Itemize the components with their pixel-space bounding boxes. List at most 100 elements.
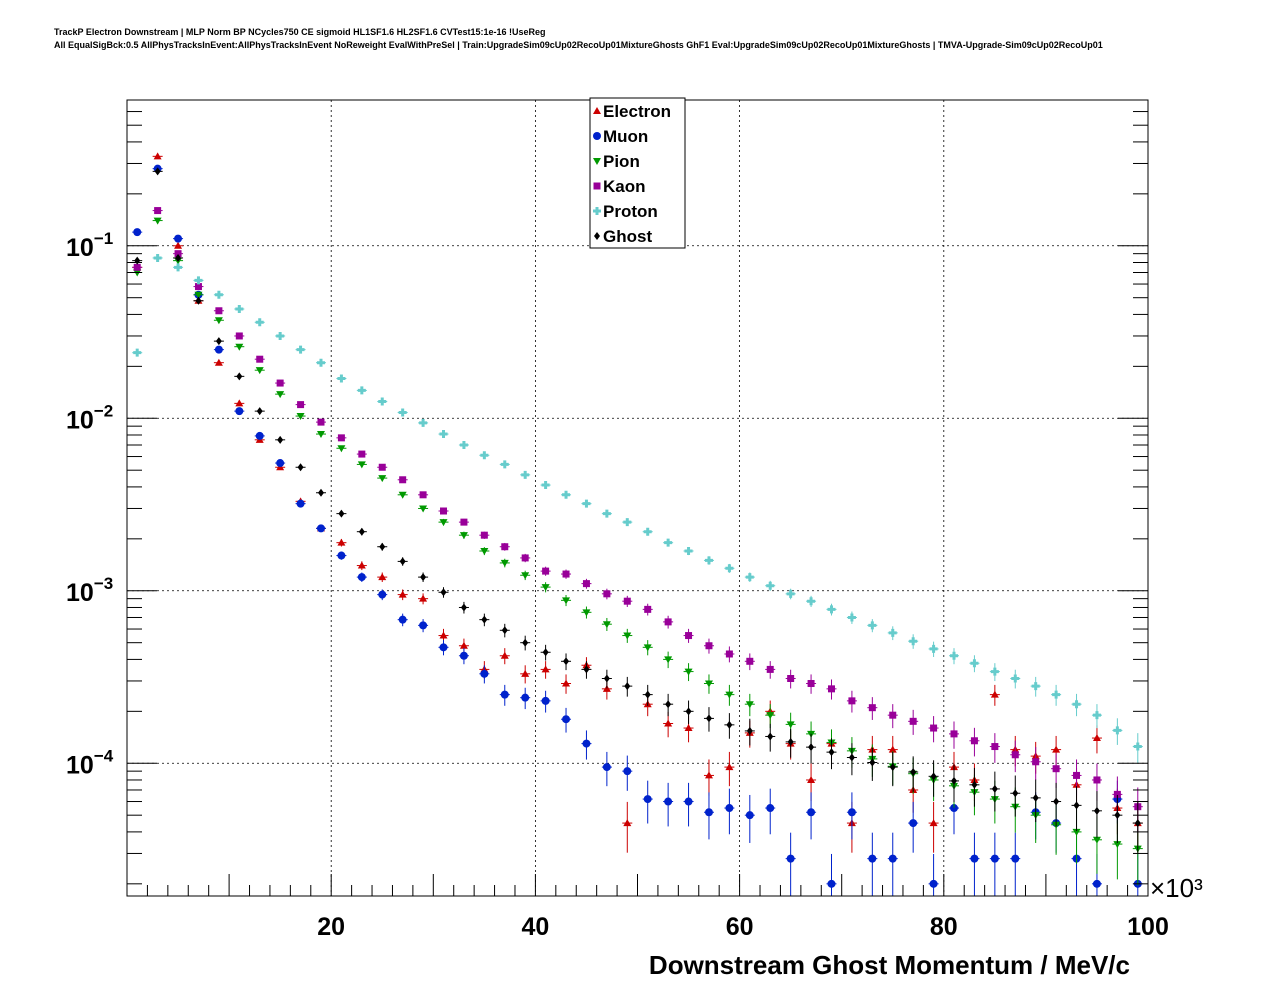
- data-point-ghost: [930, 772, 937, 781]
- data-point-ghost: [256, 407, 263, 416]
- data-point-electron: [623, 819, 632, 827]
- data-point-kaon: [970, 737, 978, 745]
- data-point-kaon: [480, 531, 488, 539]
- data-point-muon: [398, 615, 407, 624]
- data-point-pion: [398, 491, 407, 499]
- data-point-pion: [521, 572, 530, 580]
- data-point-ghost: [787, 737, 794, 746]
- data-point-proton: [970, 659, 979, 668]
- data-point-kaon: [133, 263, 141, 271]
- data-point-proton: [398, 408, 407, 417]
- data-point-proton: [1133, 742, 1142, 751]
- data-point-muon: [439, 643, 448, 652]
- data-point-kaon: [603, 590, 611, 598]
- data-point-ghost: [338, 509, 345, 518]
- data-point-muon: [419, 621, 428, 630]
- data-point-kaon: [174, 250, 182, 258]
- legend-label-muon: Muon: [603, 127, 648, 146]
- data-point-proton: [1113, 726, 1122, 735]
- data-point-ghost: [889, 763, 896, 772]
- data-point-ghost: [542, 648, 549, 657]
- data-point-muon: [1011, 854, 1020, 863]
- data-point-pion: [623, 632, 632, 640]
- data-point-muon: [929, 879, 938, 888]
- data-point-kaon: [297, 401, 305, 409]
- legend-marker-ghost: [594, 232, 600, 240]
- data-point-proton: [664, 538, 673, 547]
- chart-title-line-2: All EqualSigBck:0.5 AllPhysTracksInEvent…: [54, 40, 1103, 50]
- data-point-muon: [745, 811, 754, 820]
- data-point-ghost: [951, 776, 958, 785]
- data-point-proton: [276, 331, 285, 340]
- data-point-pion: [643, 644, 652, 652]
- data-point-electron: [521, 669, 530, 677]
- data-point-pion: [704, 680, 713, 688]
- data-point-electron: [174, 241, 183, 249]
- x-tick-label: 100: [1127, 913, 1169, 941]
- data-point-proton: [255, 318, 264, 327]
- data-point-ghost: [297, 463, 304, 472]
- data-point-ghost: [828, 748, 835, 757]
- data-point-electron: [929, 819, 938, 827]
- data-point-muon: [725, 804, 734, 813]
- x-axis-label: Downstream Ghost Momentum / MeV/c: [649, 950, 1130, 980]
- data-point-proton: [725, 564, 734, 573]
- data-point-muon: [480, 669, 489, 678]
- x-tick-label: 80: [930, 913, 958, 941]
- data-point-proton: [786, 589, 795, 598]
- data-point-muon: [827, 879, 836, 888]
- data-point-ghost: [215, 337, 222, 346]
- y-tick-label: 10−3: [66, 574, 113, 607]
- data-point-muon: [541, 696, 550, 705]
- x-tick-label: 20: [317, 913, 345, 941]
- data-point-kaon: [930, 724, 938, 732]
- data-point-kaon: [746, 657, 754, 665]
- data-point-ghost: [399, 557, 406, 566]
- data-point-kaon: [1011, 751, 1019, 759]
- data-point-proton: [1031, 682, 1040, 691]
- data-point-kaon: [194, 283, 202, 291]
- data-point-kaon: [950, 730, 958, 738]
- data-point-muon: [766, 804, 775, 813]
- data-point-pion: [194, 291, 203, 299]
- data-point-proton: [562, 490, 571, 499]
- data-point-ghost: [1073, 801, 1080, 810]
- data-point-pion: [153, 217, 162, 225]
- data-point-ghost: [848, 753, 855, 762]
- data-point-kaon: [419, 491, 427, 499]
- data-point-pion: [255, 367, 264, 375]
- data-layer: [132, 152, 1143, 896]
- data-point-electron: [807, 775, 816, 783]
- data-point-proton: [357, 386, 366, 395]
- legend-marker-electron: [593, 107, 601, 114]
- data-point-muon: [888, 854, 897, 863]
- data-point-pion: [1092, 836, 1101, 844]
- data-point-muon: [868, 854, 877, 863]
- data-point-kaon: [1113, 790, 1121, 798]
- data-point-ghost: [603, 674, 610, 683]
- data-point-proton: [521, 470, 530, 479]
- data-point-proton: [950, 651, 959, 660]
- data-point-kaon: [827, 685, 835, 693]
- data-point-ghost: [358, 527, 365, 536]
- data-point-muon: [950, 804, 959, 813]
- data-point-ghost: [236, 372, 243, 381]
- data-point-kaon: [623, 597, 631, 605]
- data-point-muon: [500, 690, 509, 699]
- data-point-proton: [500, 460, 509, 469]
- series-proton: [132, 253, 1143, 763]
- axes: 20 40 60 80 100 10−1 10−2 10−3 10−4: [66, 111, 1169, 941]
- data-point-ghost: [134, 256, 141, 265]
- data-point-electron: [153, 152, 162, 160]
- data-point-ghost: [1012, 789, 1019, 798]
- data-point-muon: [684, 797, 693, 806]
- data-point-muon: [459, 651, 468, 660]
- legend-label-ghost: Ghost: [603, 227, 652, 246]
- y-tick-label: 10−2: [66, 401, 113, 434]
- data-point-proton: [174, 263, 183, 272]
- data-point-pion: [500, 559, 509, 567]
- data-point-kaon: [358, 450, 366, 458]
- data-point-proton: [1072, 700, 1081, 709]
- data-point-ghost: [869, 758, 876, 767]
- data-point-pion: [582, 609, 591, 617]
